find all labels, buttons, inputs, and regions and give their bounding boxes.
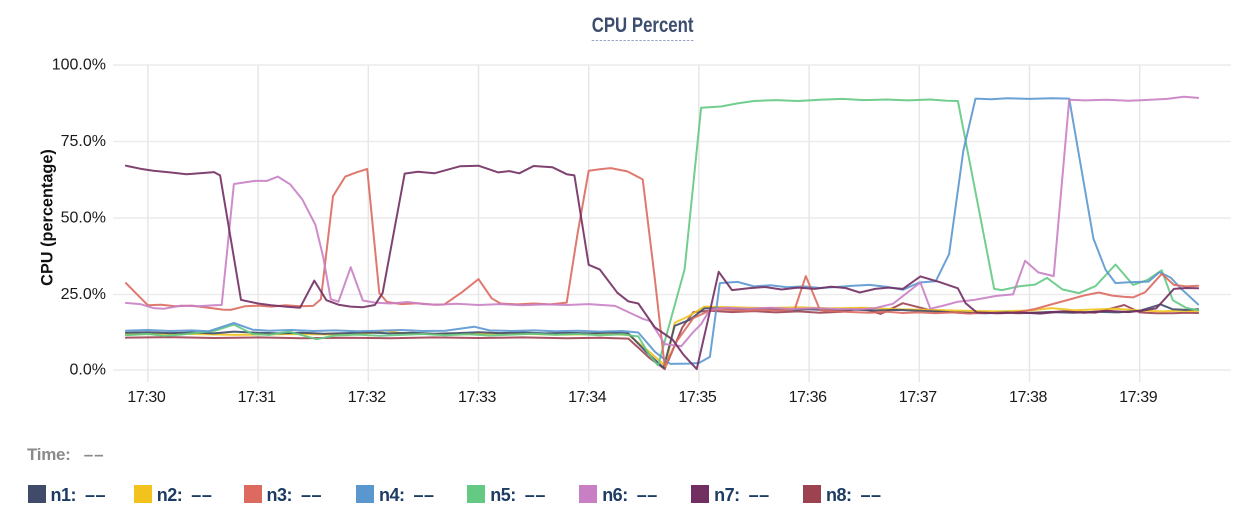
svg-text:17:38: 17:38: [1009, 389, 1048, 406]
svg-text:17:35: 17:35: [678, 389, 717, 406]
svg-text:17:37: 17:37: [899, 389, 938, 406]
svg-text:17:31: 17:31: [238, 389, 277, 406]
svg-text:100.0%: 100.0%: [52, 56, 106, 73]
svg-text:17:36: 17:36: [789, 389, 828, 406]
svg-text:CPU (percentage): CPU (percentage): [39, 149, 57, 286]
svg-text:25.0%: 25.0%: [61, 286, 106, 303]
svg-text:75.0%: 75.0%: [61, 133, 106, 150]
svg-text:17:39: 17:39: [1119, 389, 1158, 406]
svg-text:17:34: 17:34: [568, 389, 607, 406]
svg-text:17:30: 17:30: [127, 389, 166, 406]
svg-text:17:32: 17:32: [348, 389, 387, 406]
svg-text:50.0%: 50.0%: [61, 209, 106, 226]
svg-text:0.0%: 0.0%: [70, 361, 106, 378]
svg-text:17:33: 17:33: [458, 389, 497, 406]
